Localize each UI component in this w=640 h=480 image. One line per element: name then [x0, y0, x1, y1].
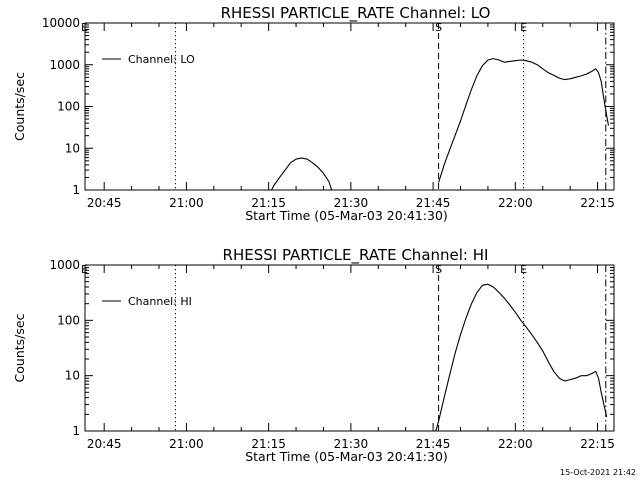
vline-label: S: [435, 21, 442, 34]
x-tick-label: 22:00: [498, 437, 533, 451]
x-tick-label: 20:45: [87, 196, 122, 210]
legend-entry: Channel: HI: [128, 295, 192, 308]
panel-hi-channel: RHESSI PARTICLE_RATE Channel: HI 1 10 100 10…: [12, 246, 615, 464]
x-tick-label: 21:15: [251, 437, 286, 451]
y-tick-label: 100: [57, 313, 80, 327]
x-tick-label: 21:00: [169, 437, 204, 451]
y-tick-label: 10: [65, 369, 80, 383]
x-tick-label: 22:15: [580, 437, 615, 451]
panel-lo-channel: RHESSI PARTICLE_RATE Channel: LO 1 10 100 10…: [12, 4, 615, 223]
x-tick-label: 21:00: [169, 196, 204, 210]
y-tick-label: 1000: [49, 58, 80, 72]
x-tick-label: 21:30: [334, 196, 369, 210]
chart-title: RHESSI PARTICLE_RATE Channel: LO: [221, 4, 491, 23]
plot-frame: [84, 264, 615, 432]
top-left-marker: E: [81, 263, 88, 276]
y-axis-label: Counts/sec: [12, 72, 27, 141]
y-tick-label: 1: [72, 424, 80, 438]
vline-label: E: [520, 263, 527, 276]
y-tick-label: 100: [57, 100, 80, 114]
series-line: [438, 58, 610, 183]
vline-label: S: [435, 263, 442, 276]
y-axis-label: Counts/sec: [12, 313, 27, 382]
x-tick-label: 21:30: [334, 437, 369, 451]
plot-frame: [84, 22, 615, 191]
x-axis-label: Start Time (05-Mar-03 20:41:30): [245, 449, 448, 464]
x-tick-label: 20:45: [87, 437, 122, 451]
y-tick-label: 10000: [42, 16, 80, 30]
y-tick-label: 1000: [49, 258, 80, 272]
x-tick-label: 21:45: [416, 196, 451, 210]
top-left-marker: E: [81, 21, 88, 34]
footer-timestamp: 15-Oct-2021 21:42: [560, 468, 636, 477]
y-tick-label: 1: [72, 183, 80, 197]
x-tick-label: 21:45: [416, 437, 451, 451]
x-axis-label: Start Time (05-Mar-03 20:41:30): [245, 208, 448, 223]
series-line: [270, 157, 333, 191]
series-line: [435, 283, 608, 432]
x-tick-label: 22:15: [580, 196, 615, 210]
y-tick-label: 10: [65, 141, 80, 155]
legend-entry: Channel: LO: [128, 53, 195, 66]
vline-label: E: [520, 21, 527, 34]
x-tick-label: 21:15: [251, 196, 286, 210]
chart-title: RHESSI PARTICLE_RATE Channel: HI: [223, 246, 489, 265]
x-tick-label: 22:00: [498, 196, 533, 210]
